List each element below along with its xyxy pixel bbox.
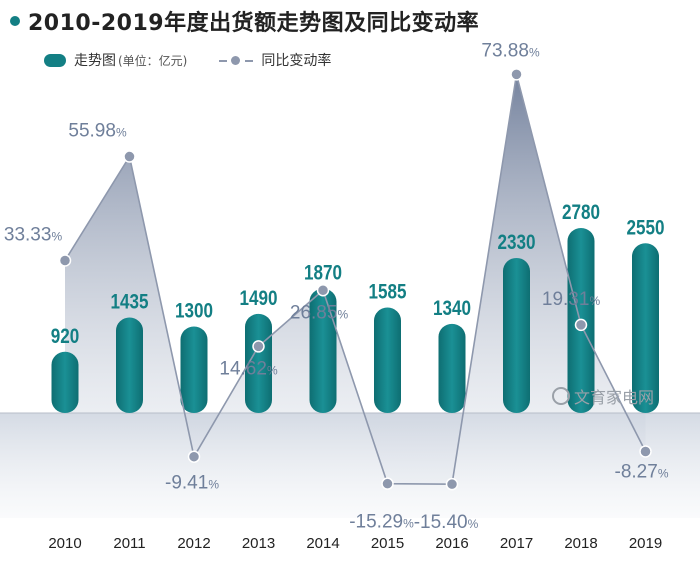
x-tick-label-2018: 2018 bbox=[564, 535, 597, 552]
bar-value-label-2014: 1870 bbox=[304, 262, 342, 285]
bar-value-label-2012: 1300 bbox=[175, 299, 213, 322]
rate-line bbox=[64, 74, 647, 485]
title-bullet-icon bbox=[10, 16, 20, 26]
x-tick-label-2010: 2010 bbox=[48, 535, 81, 552]
bar-2015 bbox=[374, 307, 401, 413]
rate-point-2017 bbox=[510, 68, 523, 81]
bar-2016 bbox=[438, 323, 466, 413]
below-zero-band bbox=[0, 413, 700, 518]
rate-point-2016 bbox=[445, 477, 459, 491]
rate-label-2010: 33.33% bbox=[4, 225, 63, 246]
bar-value-label-2011: 1435 bbox=[111, 291, 149, 314]
rate-label-2019: -8.27% bbox=[615, 461, 669, 482]
rate-label-2015: -15.29% bbox=[349, 512, 414, 533]
legend-bar-unit: (单位：亿元) bbox=[118, 53, 188, 68]
rate-label-2013: 14.62% bbox=[219, 358, 278, 379]
rate-point-2010 bbox=[58, 254, 72, 267]
bar-value-label-2017: 2330 bbox=[498, 231, 536, 254]
watermark: 文育家电网 bbox=[552, 384, 654, 408]
chart-title-wrap: 2010-2019年度出货额走势图及同比变动率 bbox=[10, 6, 479, 36]
rate-label-2012: -9.41% bbox=[165, 473, 219, 494]
bar-value-label-2018: 2780 bbox=[562, 201, 600, 224]
rate-label-2011: 55.98% bbox=[68, 121, 127, 142]
bar-value-label-2019: 2550 bbox=[627, 216, 665, 239]
bar-2014 bbox=[309, 288, 337, 413]
rate-point-2012 bbox=[187, 450, 201, 463]
bar-2010 bbox=[51, 351, 79, 413]
rate-point-2014 bbox=[316, 284, 330, 297]
rate-point-2019 bbox=[639, 445, 652, 458]
bar-2019 bbox=[632, 243, 659, 413]
legend-line-label: 同比变动率 bbox=[261, 53, 332, 69]
bar-2017 bbox=[503, 257, 530, 413]
legend-line-swatch bbox=[219, 54, 254, 67]
x-tick-label-2013: 2013 bbox=[242, 535, 275, 552]
rate-label-2018: 19.31% bbox=[542, 289, 601, 310]
chart-title: 2010-2019年度出货额走势图及同比变动率 bbox=[28, 11, 480, 36]
rate-area bbox=[65, 74, 646, 485]
bar-value-label-2010: 920 bbox=[51, 325, 80, 348]
rate-point-2018 bbox=[574, 318, 588, 332]
x-tick-label-2016: 2016 bbox=[435, 535, 468, 552]
x-tick-label-2014: 2014 bbox=[306, 535, 339, 552]
rate-point-2013 bbox=[252, 340, 265, 353]
rate-point-2011 bbox=[123, 150, 136, 163]
legend: 走势图 (单位：亿元) 同比变动率 bbox=[44, 50, 331, 70]
rate-point-2015 bbox=[381, 477, 394, 490]
x-tick-label-2012: 2012 bbox=[177, 535, 210, 552]
bar-value-label-2016: 1340 bbox=[433, 297, 471, 320]
watermark-logo-icon bbox=[552, 387, 570, 405]
rate-label-2014: 26.85% bbox=[290, 302, 349, 323]
x-tick-label-2019: 2019 bbox=[629, 535, 662, 552]
x-tick-label-2015: 2015 bbox=[371, 535, 404, 552]
rate-label-2016: -15.40% bbox=[414, 512, 479, 533]
bar-2012 bbox=[180, 326, 208, 413]
rate-label-2017: 73.88% bbox=[481, 40, 540, 61]
bar-2013 bbox=[245, 313, 272, 413]
bar-2011 bbox=[116, 317, 143, 413]
legend-bar-swatch bbox=[44, 53, 66, 67]
x-tick-label-2017: 2017 bbox=[500, 535, 533, 552]
bar-value-label-2015: 1585 bbox=[369, 281, 407, 304]
legend-bar-label: 走势图 bbox=[74, 53, 116, 69]
bar-value-label-2013: 1490 bbox=[240, 287, 278, 310]
watermark-text: 文育家电网 bbox=[574, 388, 655, 407]
x-tick-label-2011: 2011 bbox=[113, 535, 145, 552]
